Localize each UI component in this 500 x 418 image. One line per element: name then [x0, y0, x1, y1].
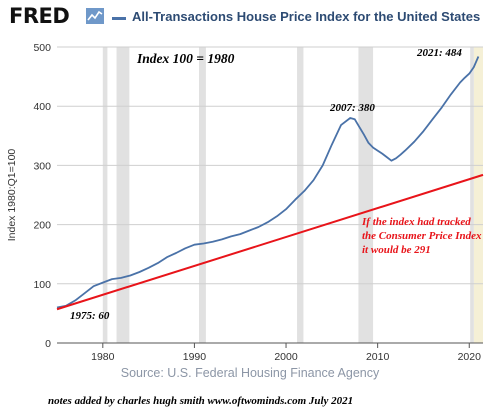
x-tick-label: 2020: [458, 351, 482, 363]
annotation-cpi-line-2: the Consumer Price Index: [362, 230, 482, 242]
author-notes: notes added by charles hugh smith www.of…: [48, 395, 354, 407]
axes: 0 100 200 300 400 500 1980 1990 2000 2010 2020 Inde…: [6, 42, 483, 363]
y-tick-label: 0: [45, 338, 51, 350]
chart-header: FRED All-Transactions House Price Index …: [0, 0, 500, 36]
recession-band: [116, 47, 130, 343]
source-note: Source: U.S. Federal Housing Finance Age…: [120, 366, 380, 380]
y-tick-label: 200: [33, 220, 51, 232]
chart-title: All-Transactions House Price Index for t…: [132, 9, 481, 24]
y-tick-label: 500: [33, 42, 51, 54]
annotation-cpi-line-1: If the index had tracked: [361, 216, 471, 228]
recession-band: [102, 47, 108, 343]
x-tick-label: 2000: [274, 351, 298, 363]
legend-swatch: [112, 17, 126, 20]
shaded-bands: [102, 47, 483, 343]
y-axis-label: Index 1980:Q1=100: [6, 149, 18, 242]
x-tick-label: 2010: [366, 351, 390, 363]
annotation-value-1975: 1975: 60: [70, 310, 110, 322]
recession-band: [199, 47, 206, 343]
recession-band: [470, 47, 474, 343]
cpi-trend-line: [56, 173, 484, 311]
highlight-band: [473, 47, 483, 343]
annotation-index-base: Index 100 = 1980: [136, 51, 235, 66]
x-tick-label: 1980: [91, 351, 115, 363]
x-tick-label: 1990: [183, 351, 207, 363]
y-tick-label: 300: [33, 160, 51, 172]
recession-band: [358, 47, 374, 343]
y-tick-label: 100: [33, 279, 51, 291]
series-layer: [56, 56, 484, 311]
annotation-cpi-line-3: it would be 291: [362, 244, 431, 256]
annotation-peak-2007: 2007: 380: [329, 102, 375, 114]
house-price-line: [56, 56, 480, 309]
fred-logo: FRED: [9, 4, 70, 28]
fred-chart-icon: [86, 8, 104, 24]
annotation-value-2021: 2021: 484: [416, 47, 462, 59]
chart-area: 0 100 200 300 400 500 1980 1990 2000 2010 2020 Inde…: [6, 42, 484, 363]
y-tick-label: 400: [33, 101, 51, 113]
annotations-layer: Index 100 = 1980 2007: 380 2021: 484 1975: …: [70, 47, 482, 322]
